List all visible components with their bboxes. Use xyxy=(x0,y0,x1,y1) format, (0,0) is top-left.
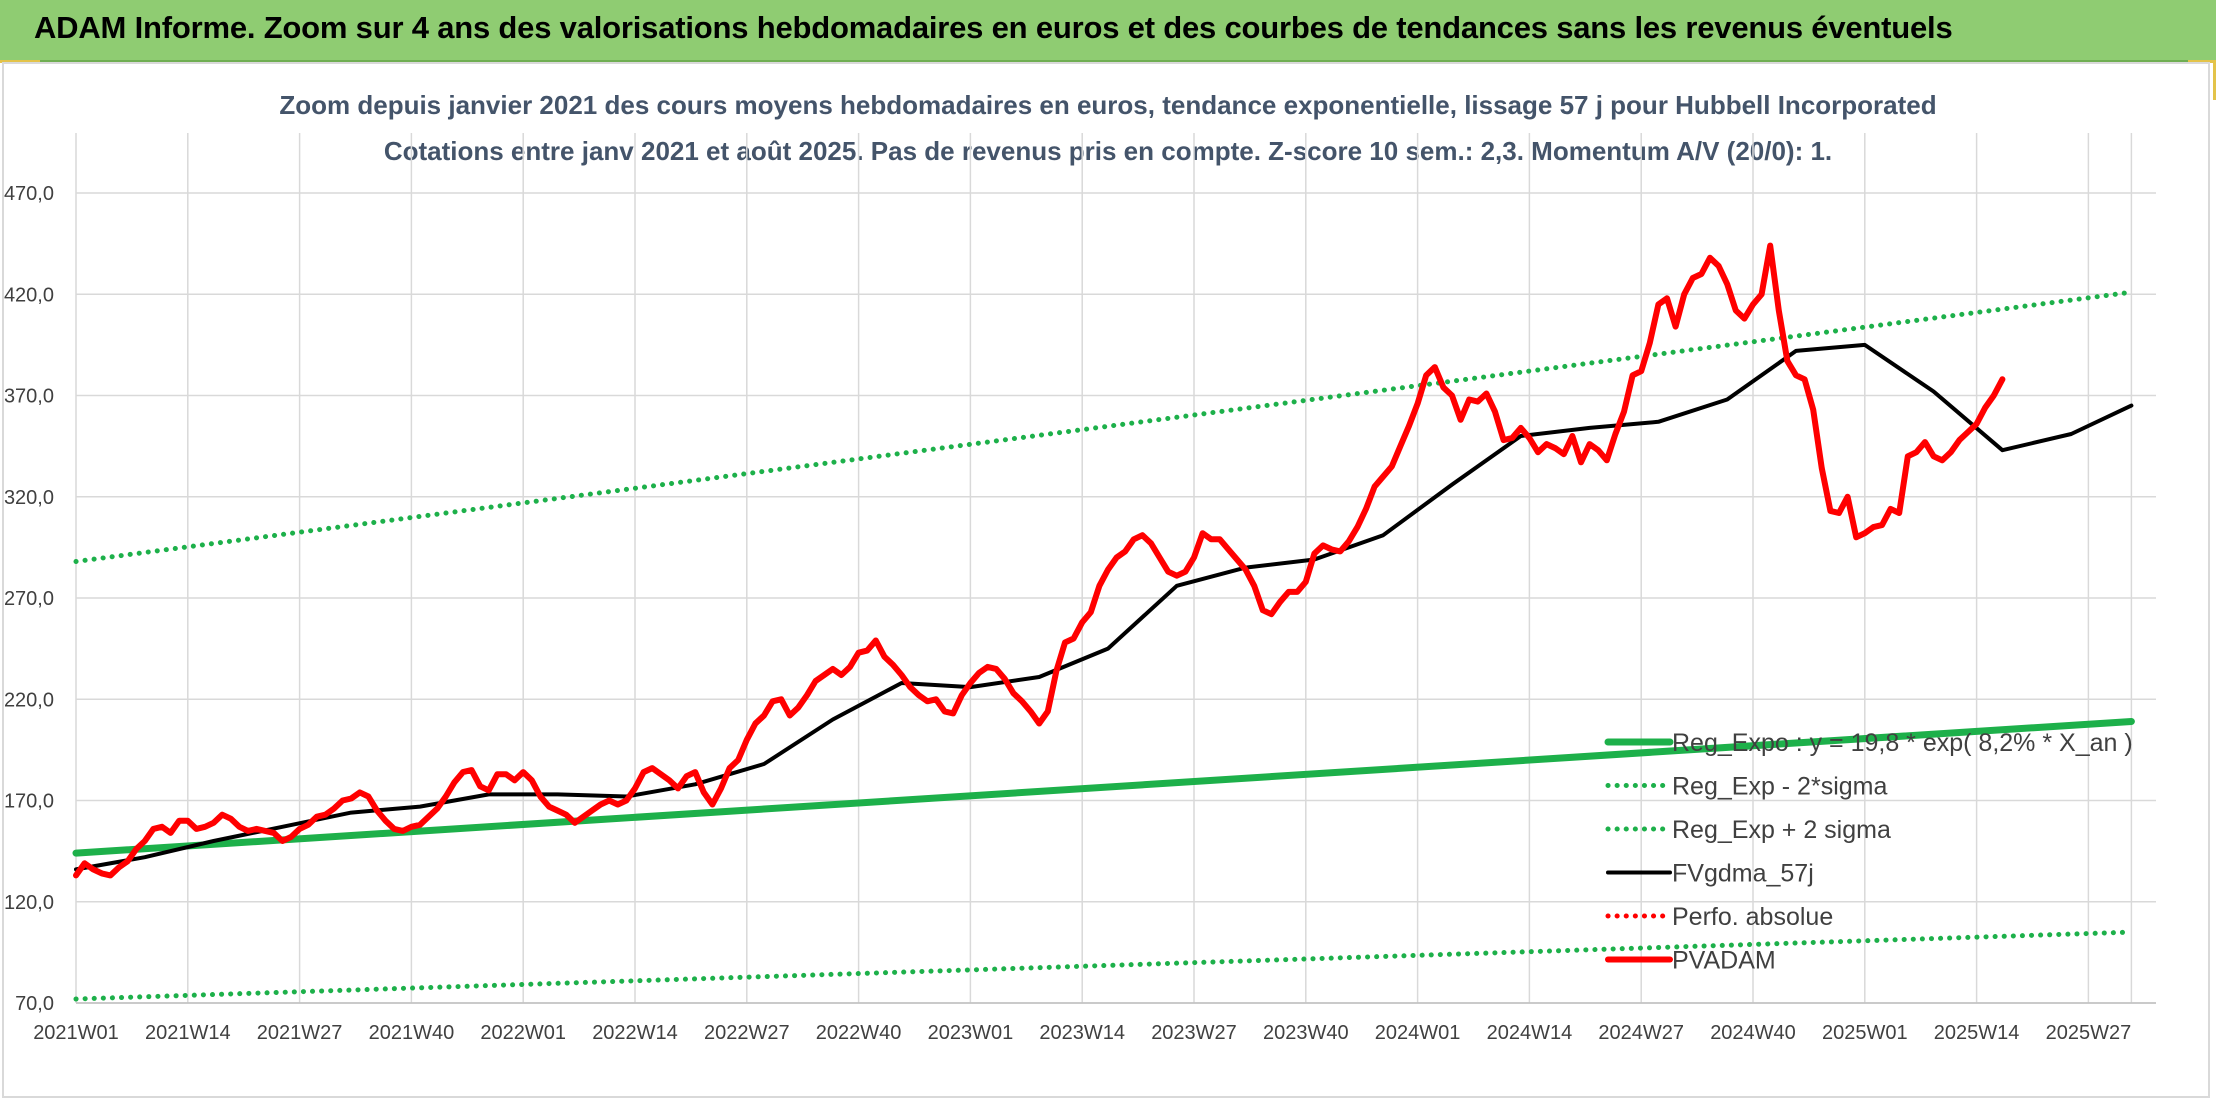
y-tick-label: 370,0 xyxy=(4,386,54,408)
legend-label: PVADAM xyxy=(1672,947,1776,975)
y-tick-label: 270,0 xyxy=(4,588,54,610)
legend: Reg_Expo : y = 19,8 * exp( 8,2% * X_an )… xyxy=(1604,729,2133,975)
x-tick-label: 2021W27 xyxy=(257,1022,343,1044)
x-tick-label: 2021W14 xyxy=(145,1022,231,1044)
y-tick-label: 70,0 xyxy=(15,993,54,1015)
x-tick-label: 2024W01 xyxy=(1375,1022,1461,1044)
x-tick-label: 2024W27 xyxy=(1598,1022,1684,1044)
x-tick-label: 2022W01 xyxy=(480,1022,566,1044)
y-tick-label: 170,0 xyxy=(4,791,54,813)
x-tick-label: 2025W27 xyxy=(2046,1022,2132,1044)
legend-label: Perfo. absolue xyxy=(1672,903,1833,931)
series-line-1 xyxy=(73,929,2134,1002)
x-tick-label: 2023W14 xyxy=(1039,1022,1125,1044)
frame-corner-accent xyxy=(0,60,40,63)
series-line-5 xyxy=(73,242,2006,879)
x-axis: 2021W01 2021W14 2021W27 2021W40 2022W01 2022W… xyxy=(33,1002,2156,1044)
series-line-3 xyxy=(74,342,2134,872)
report-title: ADAM Informe. Zoom sur 4 ans des valoris… xyxy=(34,10,1953,45)
legend-label: Reg_Exp + 2 sigma xyxy=(1672,816,1891,844)
y-tick-label: 320,0 xyxy=(4,487,54,509)
y-tick-label: 420,0 xyxy=(4,284,54,306)
x-tick-label: 2023W27 xyxy=(1151,1022,1237,1044)
grid-lines xyxy=(75,133,2156,1004)
y-tick-label: 120,0 xyxy=(4,892,54,914)
frame-corner-accent xyxy=(2188,60,2216,63)
chart-title-line-2: Cotations entre janv 2021 et août 2025. … xyxy=(383,136,1833,166)
x-tick-label: 2022W14 xyxy=(592,1022,678,1044)
y-tick-label: 220,0 xyxy=(4,689,54,711)
x-tick-label: 2023W40 xyxy=(1263,1022,1349,1044)
chart-title-line-1: Zoom depuis janvier 2021 des cours moyen… xyxy=(279,90,1937,120)
x-tick-label: 2024W40 xyxy=(1710,1022,1796,1044)
y-tick-label: 470,0 xyxy=(4,183,54,205)
x-tick-label: 2022W40 xyxy=(816,1022,902,1044)
y-axis: 470,0 420,0 370,0 320,0 270,0 220,0 170,0 120,0… xyxy=(4,183,54,1015)
report-banner: ADAM Informe. Zoom sur 4 ans des valoris… xyxy=(0,0,2216,62)
legend-label: Reg_Exp - 2*sigma xyxy=(1672,773,1887,801)
legend-label: FVgdma_57j xyxy=(1672,860,1814,888)
x-tick-label: 2023W01 xyxy=(928,1022,1014,1044)
chart-frame xyxy=(2,62,2210,1098)
x-tick-label: 2022W27 xyxy=(704,1022,790,1044)
x-tick-label: 2021W40 xyxy=(369,1022,455,1044)
x-tick-label: 2024W14 xyxy=(1487,1022,1573,1044)
legend-label: Reg_Expo : y = 19,8 * exp( 8,2% * X_an ) xyxy=(1672,729,2133,757)
series-line-2 xyxy=(73,289,2134,564)
x-tick-label: 2025W01 xyxy=(1822,1022,1908,1044)
series-line-0 xyxy=(72,718,2135,857)
x-tick-label: 2021W01 xyxy=(33,1022,119,1044)
plot-series xyxy=(72,242,2135,1002)
x-tick-label: 2025W14 xyxy=(1934,1022,2020,1044)
frame-corner-accent xyxy=(2213,60,2216,100)
